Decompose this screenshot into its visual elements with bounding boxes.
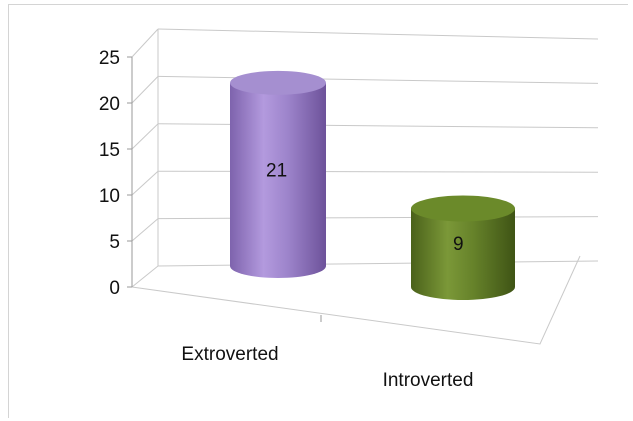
- side-gridline-15: [131, 123, 159, 150]
- side-gridline-0: [131, 265, 159, 288]
- gridline-15: [157, 123, 599, 129]
- axis-layer: [127, 29, 581, 345]
- category-label-0: Extroverted: [181, 344, 278, 365]
- y-tick-label-10: 10: [99, 186, 120, 207]
- side-gridline-5: [131, 218, 159, 242]
- bar-body-1: [411, 208, 515, 300]
- grid-layer: [131, 28, 599, 288]
- y-tick-label-5: 5: [109, 232, 120, 253]
- bar-top-0: [230, 70, 326, 95]
- data-label-0: 21: [266, 160, 287, 181]
- bar-extroverted: [230, 70, 326, 278]
- chart-canvas: 0 5 10 15 20 25 21 9 Extroverted Introverted: [8, 4, 628, 418]
- y-tick-label-0: 0: [109, 278, 120, 299]
- data-label-1: 9: [453, 234, 464, 255]
- category-label-1: Introverted: [383, 370, 474, 391]
- y-tick-label-25: 25: [99, 48, 120, 69]
- gridline-20: [157, 75, 599, 84]
- x-axis-categories: Extroverted Introverted: [181, 344, 473, 391]
- bar-top-1: [411, 195, 515, 222]
- y-tick-label-15: 15: [99, 140, 120, 161]
- side-gridline-10: [131, 170, 159, 196]
- side-gridline-25: [131, 28, 159, 58]
- gridline-0: [157, 260, 599, 267]
- bar-introverted: [411, 195, 515, 300]
- gridline-25: [157, 28, 599, 40]
- bar-layer: [230, 70, 515, 300]
- side-gridline-20: [131, 76, 159, 104]
- data-labels: 21 9: [266, 160, 464, 254]
- gridline-10: [157, 170, 599, 173]
- gridline-5: [157, 216, 599, 220]
- chart-frame: 0 5 10 15 20 25 21 9 Extroverted Introverted: [8, 4, 628, 418]
- y-tick-label-20: 20: [99, 94, 120, 115]
- y-axis-ticks: 0 5 10 15 20 25: [99, 48, 120, 299]
- floor-outline: [131, 255, 581, 345]
- bar-body-0: [230, 82, 326, 278]
